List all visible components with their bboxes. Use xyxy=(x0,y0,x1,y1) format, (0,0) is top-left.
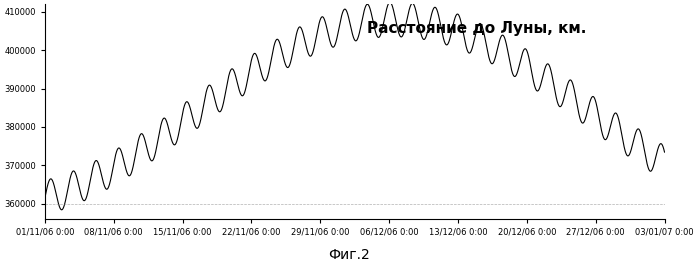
Text: Расстояние до Луны, км.: Расстояние до Луны, км. xyxy=(367,21,586,36)
Text: Фиг.2: Фиг.2 xyxy=(328,248,370,262)
